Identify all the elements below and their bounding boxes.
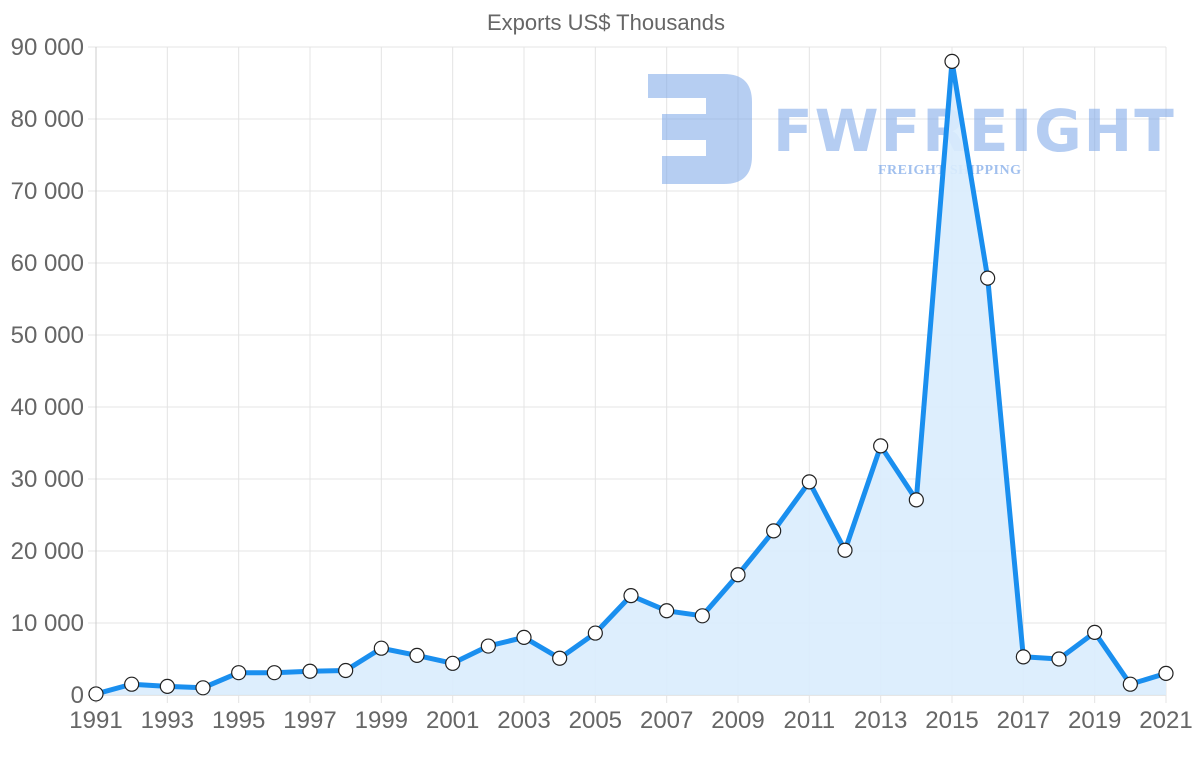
x-tick-label: 1991 (69, 707, 122, 734)
data-point[interactable] (623, 588, 639, 604)
data-point[interactable] (694, 608, 710, 624)
y-tick-label: 30 000 (11, 466, 84, 493)
data-point[interactable] (801, 474, 817, 490)
x-tick-label: 1997 (283, 707, 336, 734)
data-point[interactable] (445, 655, 461, 671)
x-tick-label: 2013 (854, 707, 907, 734)
y-tick-label: 40 000 (11, 394, 84, 421)
x-tick-label: 2019 (1068, 707, 1121, 734)
x-tick-label: 2021 (1139, 707, 1192, 734)
data-point[interactable] (587, 625, 603, 641)
data-point[interactable] (1015, 649, 1031, 665)
data-point[interactable] (944, 53, 960, 70)
data-point[interactable] (552, 650, 568, 666)
data-point[interactable] (908, 492, 924, 508)
data-points (88, 53, 1174, 702)
data-point[interactable] (766, 523, 782, 539)
x-tick-label: 1993 (141, 707, 194, 734)
y-tick-label: 70 000 (11, 178, 84, 205)
y-tick-label: 20 000 (11, 538, 84, 565)
data-point[interactable] (659, 603, 675, 619)
watermark-brand: FWFREIGHT (773, 97, 1176, 165)
data-point[interactable] (88, 686, 104, 702)
data-point[interactable] (980, 270, 996, 286)
chart-title: Exports US$ Thousands (487, 10, 725, 35)
data-point[interactable] (338, 662, 354, 679)
data-point[interactable] (480, 638, 496, 654)
y-tick-label: 0 (71, 682, 84, 709)
y-tick-label: 60 000 (11, 250, 84, 277)
x-tick-label: 2003 (497, 707, 550, 734)
data-point[interactable] (1122, 676, 1138, 692)
x-tick-label: 2017 (997, 707, 1050, 734)
y-tick-label: 90 000 (11, 34, 84, 61)
data-point[interactable] (873, 438, 889, 454)
data-point[interactable] (373, 640, 389, 656)
x-tick-label: 1999 (355, 707, 408, 734)
data-point[interactable] (1051, 651, 1067, 667)
data-point[interactable] (1087, 624, 1103, 640)
x-tick-label: 2007 (640, 707, 693, 734)
watermark-logo: FWFREIGHT FREIGHT SHIPPING (648, 74, 1176, 184)
x-tick-label: 2009 (711, 707, 764, 734)
x-tick-label: 2011 (784, 707, 836, 734)
data-point[interactable] (837, 542, 853, 558)
x-tick-label: 1995 (212, 707, 265, 734)
data-point[interactable] (302, 663, 318, 679)
x-tick-label: 2005 (569, 707, 622, 734)
data-point[interactable] (516, 629, 532, 646)
data-point[interactable] (1158, 665, 1174, 682)
data-point[interactable] (159, 678, 175, 694)
data-point[interactable] (124, 676, 140, 692)
data-point[interactable] (231, 665, 247, 681)
y-tick-label: 50 000 (11, 322, 84, 349)
x-tick-label: 2001 (426, 707, 479, 734)
y-axis-ticks: 0 10 000 20 000 30 000 40 000 50 000 60 000 70 … (11, 34, 84, 709)
x-tick-label: 2015 (925, 707, 978, 734)
y-tick-label: 80 000 (11, 106, 84, 133)
x-axis-ticks: 1991 1993 1995 1997 1999 2001 2003 2005 2007 2009… (69, 707, 1192, 734)
area-fill (96, 61, 1166, 695)
data-point[interactable] (195, 680, 211, 696)
fw-logo-icon (648, 74, 752, 184)
y-tick-label: 10 000 (11, 610, 84, 637)
data-point[interactable] (730, 567, 746, 583)
data-point[interactable] (266, 665, 282, 681)
data-point[interactable] (409, 647, 425, 664)
